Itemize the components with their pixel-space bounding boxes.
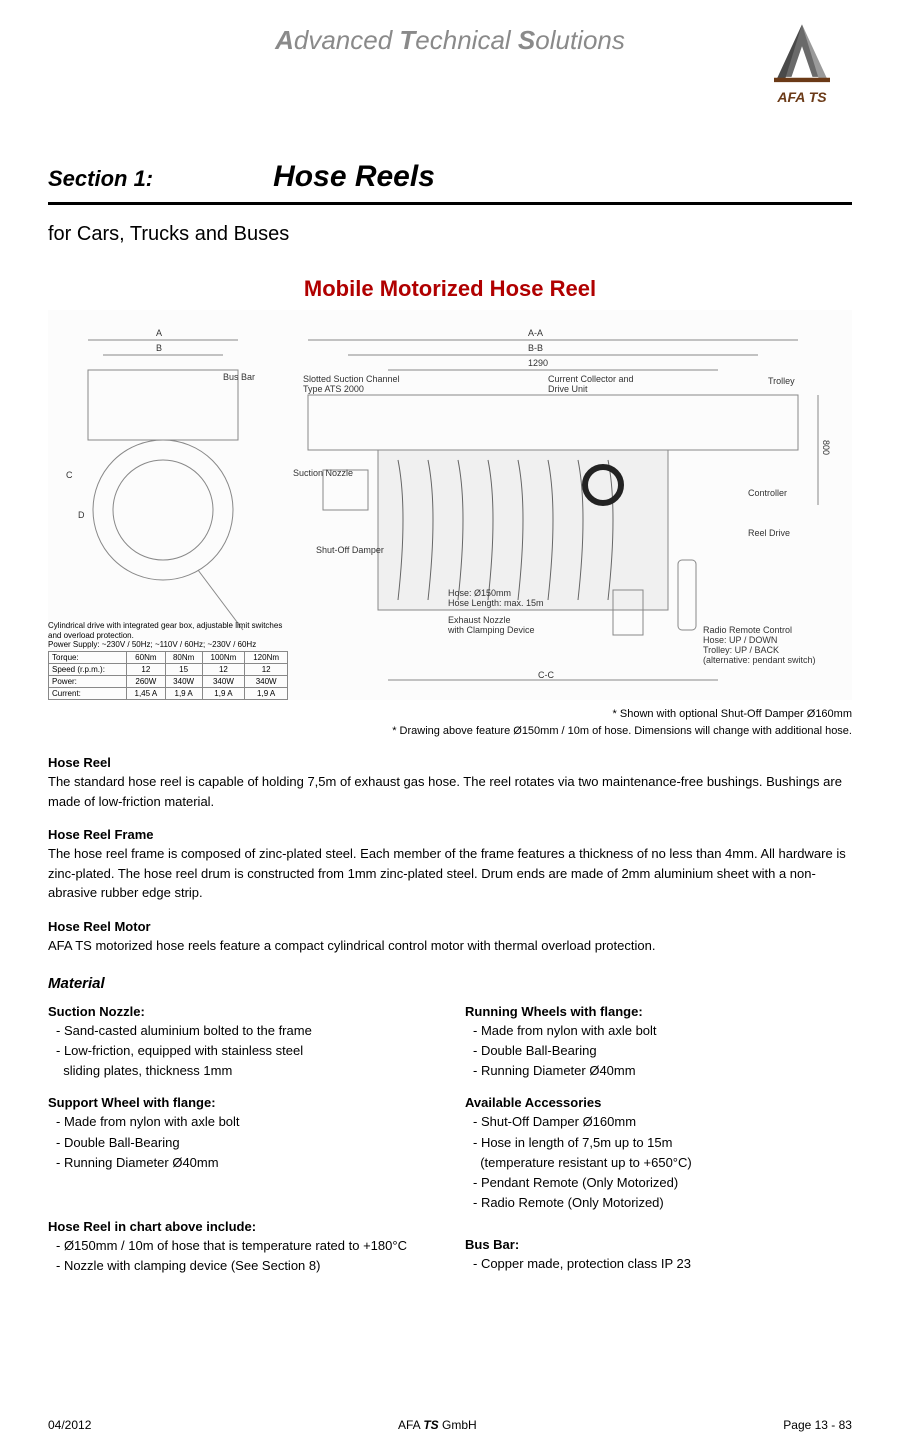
callout-slotted-channel: Slotted Suction Channel Type ATS 2000: [303, 374, 400, 394]
list-item: - Sand-casted aluminium bolted to the fr…: [48, 1021, 435, 1041]
company-tagline: Advanced Technical Solutions: [48, 20, 852, 56]
mat-chart-include: Hose Reel in chart above include: - Ø150…: [48, 1219, 435, 1276]
callout-suction-nozzle: Suction Nozzle: [293, 468, 353, 478]
section-label: Section 1:: [48, 166, 153, 192]
logo-icon: [757, 20, 847, 90]
list-item: - Running Diameter Ø40mm: [465, 1061, 852, 1081]
tagline-t2: echnical: [415, 25, 518, 55]
tagline-bold-t: T: [399, 25, 415, 55]
callout-shut-off-damper: Shut-Off Damper: [316, 545, 384, 555]
technical-diagram: Bus Bar Slotted Suction Channel Type ATS…: [48, 310, 852, 700]
diagram-footnotes: * Shown with optional Shut-Off Damper Ø1…: [48, 706, 852, 739]
list-item: - Radio Remote (Only Motorized): [465, 1193, 852, 1213]
section-motor: Hose Reel Motor AFA TS motorized hose re…: [48, 919, 852, 956]
mat-suction-nozzle: Suction Nozzle: - Sand-casted aluminium …: [48, 1004, 435, 1081]
spec-table-caption: Cylindrical drive with integrated gear b…: [48, 621, 288, 649]
list-item: - Ø150mm / 10m of hose that is temperatu…: [48, 1236, 435, 1256]
dim-1290: 1290: [528, 358, 548, 368]
dim-left-a: A: [156, 328, 162, 338]
mat-accessories: Available Accessories - Shut-Off Damper …: [465, 1095, 852, 1213]
dim-left-c: C: [66, 470, 73, 480]
mat-title: Running Wheels with flange:: [465, 1004, 852, 1019]
tagline-t3: olutions: [535, 25, 625, 55]
list-item: - Low-friction, equipped with stainless …: [48, 1041, 435, 1061]
dim-800: 800: [821, 440, 831, 455]
callout-bus-bar: Bus Bar: [223, 372, 255, 382]
table-row: Power: 260W 340W 340W 340W: [49, 676, 288, 688]
footer-company: AFA TS GmbH: [398, 1418, 477, 1432]
list-item: (temperature resistant up to +650°C): [465, 1153, 852, 1173]
callout-exhaust-nozzle: Exhaust Nozzle with Clamping Device: [448, 615, 535, 635]
product-title: Mobile Motorized Hose Reel: [48, 276, 852, 302]
dim-aa: A-A: [528, 328, 543, 338]
heading-hose-reel: Hose Reel: [48, 755, 852, 770]
spec-table-grid: Torque: 60Nm 80Nm 100Nm 120Nm Speed (r.p…: [48, 651, 288, 700]
dim-bb: B-B: [528, 343, 543, 353]
footer-company-prefix: AFA: [398, 1418, 423, 1432]
mat-title: Available Accessories: [465, 1095, 852, 1110]
dim-left-d: D: [78, 510, 85, 520]
heading-motor: Hose Reel Motor: [48, 919, 852, 934]
footnote-2: * Drawing above feature Ø150mm / 10m of …: [48, 723, 852, 740]
heading-frame: Hose Reel Frame: [48, 827, 852, 842]
drive-spec-table: Cylindrical drive with integrated gear b…: [48, 621, 288, 700]
list-item: - Hose in length of 7,5m up to 15m: [465, 1133, 852, 1153]
callout-hose: Hose: Ø150mm Hose Length: max. 15m: [448, 588, 544, 608]
page-footer: 04/2012 AFA TS GmbH Page 13 - 83: [48, 1418, 852, 1432]
callout-trolley: Trolley: [768, 376, 795, 386]
list-item: - Running Diameter Ø40mm: [48, 1153, 435, 1173]
footer-company-bold: TS: [423, 1418, 438, 1432]
mat-title: Suction Nozzle:: [48, 1004, 435, 1019]
material-heading: Material: [48, 975, 852, 992]
mat-running-wheels: Running Wheels with flange: - Made from …: [465, 1004, 852, 1081]
page-header: Advanced Technical Solutions AFA TS: [48, 20, 852, 130]
section-subtitle: for Cars, Trucks and Buses: [48, 223, 852, 246]
callout-reel-drive: Reel Drive: [748, 528, 790, 538]
company-logo: AFA TS: [752, 20, 852, 120]
tagline-bold-s: S: [518, 25, 535, 55]
dim-cc: C-C: [538, 670, 554, 680]
material-right-col: Running Wheels with flange: - Made from …: [465, 996, 852, 1276]
mat-support-wheel: Support Wheel with flange: - Made from n…: [48, 1095, 435, 1172]
list-item: - Made from nylon with axle bolt: [48, 1112, 435, 1132]
mat-title: Bus Bar:: [465, 1237, 852, 1252]
list-item: - Nozzle with clamping device (See Secti…: [48, 1256, 435, 1276]
callout-controller: Controller: [748, 488, 787, 498]
section-hose-reel: Hose Reel The standard hose reel is capa…: [48, 755, 852, 811]
material-columns: Suction Nozzle: - Sand-casted aluminium …: [48, 996, 852, 1276]
table-row: Current: 1,45 A 1,9 A 1,9 A 1,9 A: [49, 688, 288, 700]
text-frame: The hose reel frame is composed of zinc-…: [48, 844, 852, 903]
list-item: - Double Ball-Bearing: [465, 1041, 852, 1061]
callout-radio-remote: Radio Remote Control Hose: UP / DOWN Tro…: [703, 625, 816, 665]
table-row: Torque: 60Nm 80Nm 100Nm 120Nm: [49, 652, 288, 664]
list-item: sliding plates, thickness 1mm: [48, 1061, 435, 1081]
dim-left-b: B: [156, 343, 162, 353]
footer-page: Page 13 - 83: [783, 1418, 852, 1432]
list-item: - Double Ball-Bearing: [48, 1133, 435, 1153]
mat-title: Hose Reel in chart above include:: [48, 1219, 435, 1234]
footer-date: 04/2012: [48, 1418, 91, 1432]
footer-company-suffix: GmbH: [439, 1418, 477, 1432]
tagline-t1: dvanced: [294, 25, 400, 55]
section-title: Hose Reels: [273, 160, 435, 194]
list-item: - Pendant Remote (Only Motorized): [465, 1173, 852, 1193]
footnote-1: * Shown with optional Shut-Off Damper Ø1…: [48, 706, 852, 723]
material-left-col: Suction Nozzle: - Sand-casted aluminium …: [48, 996, 435, 1276]
text-motor: AFA TS motorized hose reels feature a co…: [48, 936, 852, 956]
text-hose-reel: The standard hose reel is capable of hol…: [48, 772, 852, 811]
list-item: - Copper made, protection class IP 23: [465, 1254, 852, 1274]
list-item: - Shut-Off Damper Ø160mm: [465, 1112, 852, 1132]
logo-text: AFA TS: [752, 89, 852, 105]
section-header-row: Section 1: Hose Reels: [48, 160, 852, 205]
callout-current-collector: Current Collector and Drive Unit: [548, 374, 634, 394]
list-item: - Made from nylon with axle bolt: [465, 1021, 852, 1041]
mat-bus-bar: Bus Bar: - Copper made, protection class…: [465, 1237, 852, 1274]
tagline-bold-a: A: [275, 25, 294, 55]
section-frame: Hose Reel Frame The hose reel frame is c…: [48, 827, 852, 903]
table-row: Speed (r.p.m.): 12 15 12 12: [49, 664, 288, 676]
mat-title: Support Wheel with flange:: [48, 1095, 435, 1110]
